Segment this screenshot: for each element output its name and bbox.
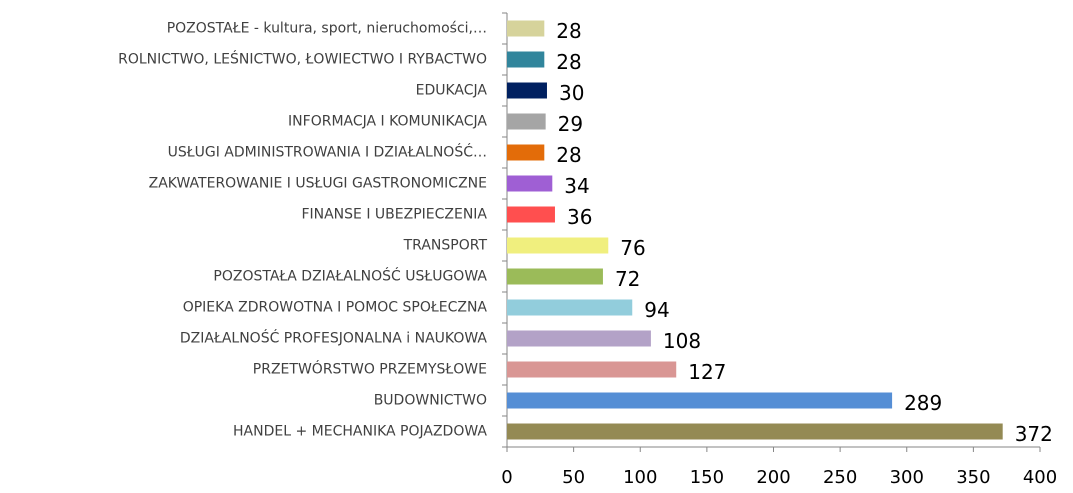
y-tick-label: POZOSTAŁA DZIAŁALNOŚĆ USŁUGOWA: [213, 267, 487, 285]
bar: [507, 423, 1003, 440]
bar: [507, 82, 547, 99]
y-tick-label: BUDOWNICTWO: [374, 393, 487, 409]
bar: [507, 51, 545, 68]
x-tick-label: 200: [756, 467, 790, 488]
value-label: 108: [663, 329, 701, 353]
x-tick-label: 350: [956, 467, 990, 488]
value-label: 29: [558, 112, 583, 136]
y-tick-label: ROLNICTWO, LEŚNICTWO, ŁOWIECTWO I RYBACT…: [118, 50, 487, 68]
value-label: 34: [564, 174, 589, 198]
bar: [507, 206, 555, 223]
value-label: 289: [904, 391, 942, 415]
value-label: 28: [556, 19, 581, 43]
value-label: 127: [688, 360, 726, 384]
y-tick-label: PRZETWÓRSTWO PRZEMYSŁOWE: [253, 360, 487, 378]
value-label: 94: [644, 298, 669, 322]
bar: [507, 361, 677, 378]
bar: [507, 392, 893, 409]
x-tick-label: 0: [501, 467, 512, 488]
bar: [507, 299, 633, 316]
x-tick-label: 50: [562, 467, 585, 488]
value-label: 372: [1015, 422, 1053, 446]
value-label: 76: [620, 236, 645, 260]
y-tick-label: HANDEL + MECHANIKA POJAZDOWA: [233, 424, 487, 440]
y-tick-label: ZAKWATEROWANIE I USŁUGI GASTRONOMICZNE: [149, 176, 487, 192]
y-tick-label: INFORMACJA I KOMUNIKACJA: [288, 114, 487, 130]
value-label: 72: [615, 267, 640, 291]
bar: [507, 144, 545, 161]
bar: [507, 330, 651, 347]
x-tick-label: 100: [623, 467, 657, 488]
bar: [507, 20, 545, 37]
y-tick-label: TRANSPORT: [403, 238, 488, 254]
x-tick-label: 250: [823, 467, 857, 488]
bar: [507, 268, 603, 285]
x-tick-label: 150: [690, 467, 724, 488]
bar: [507, 113, 546, 130]
x-tick-label: 300: [890, 467, 924, 488]
value-label: 36: [567, 205, 592, 229]
value-label: 30: [559, 81, 584, 105]
y-tick-label: POZOSTAŁE - kultura, sport, nieruchomośc…: [167, 21, 487, 37]
bar: [507, 175, 553, 192]
y-tick-label: USŁUGI ADMINISTROWANIA I DZIAŁALNOŚĆ…: [168, 143, 487, 161]
x-tick-label: 400: [1023, 467, 1057, 488]
y-tick-label: FINANSE I UBEZPIECZENIA: [301, 207, 487, 223]
value-label: 28: [556, 50, 581, 74]
y-tick-label: OPIEKA ZDROWOTNA I POMOC SPOŁECZNA: [183, 300, 488, 316]
y-tick-label: DZIAŁALNOŚĆ PROFESJONALNA i NAUKOWA: [180, 329, 488, 347]
value-label: 28: [556, 143, 581, 167]
y-tick-label: EDUKACJA: [416, 83, 488, 99]
bar: [507, 237, 609, 254]
